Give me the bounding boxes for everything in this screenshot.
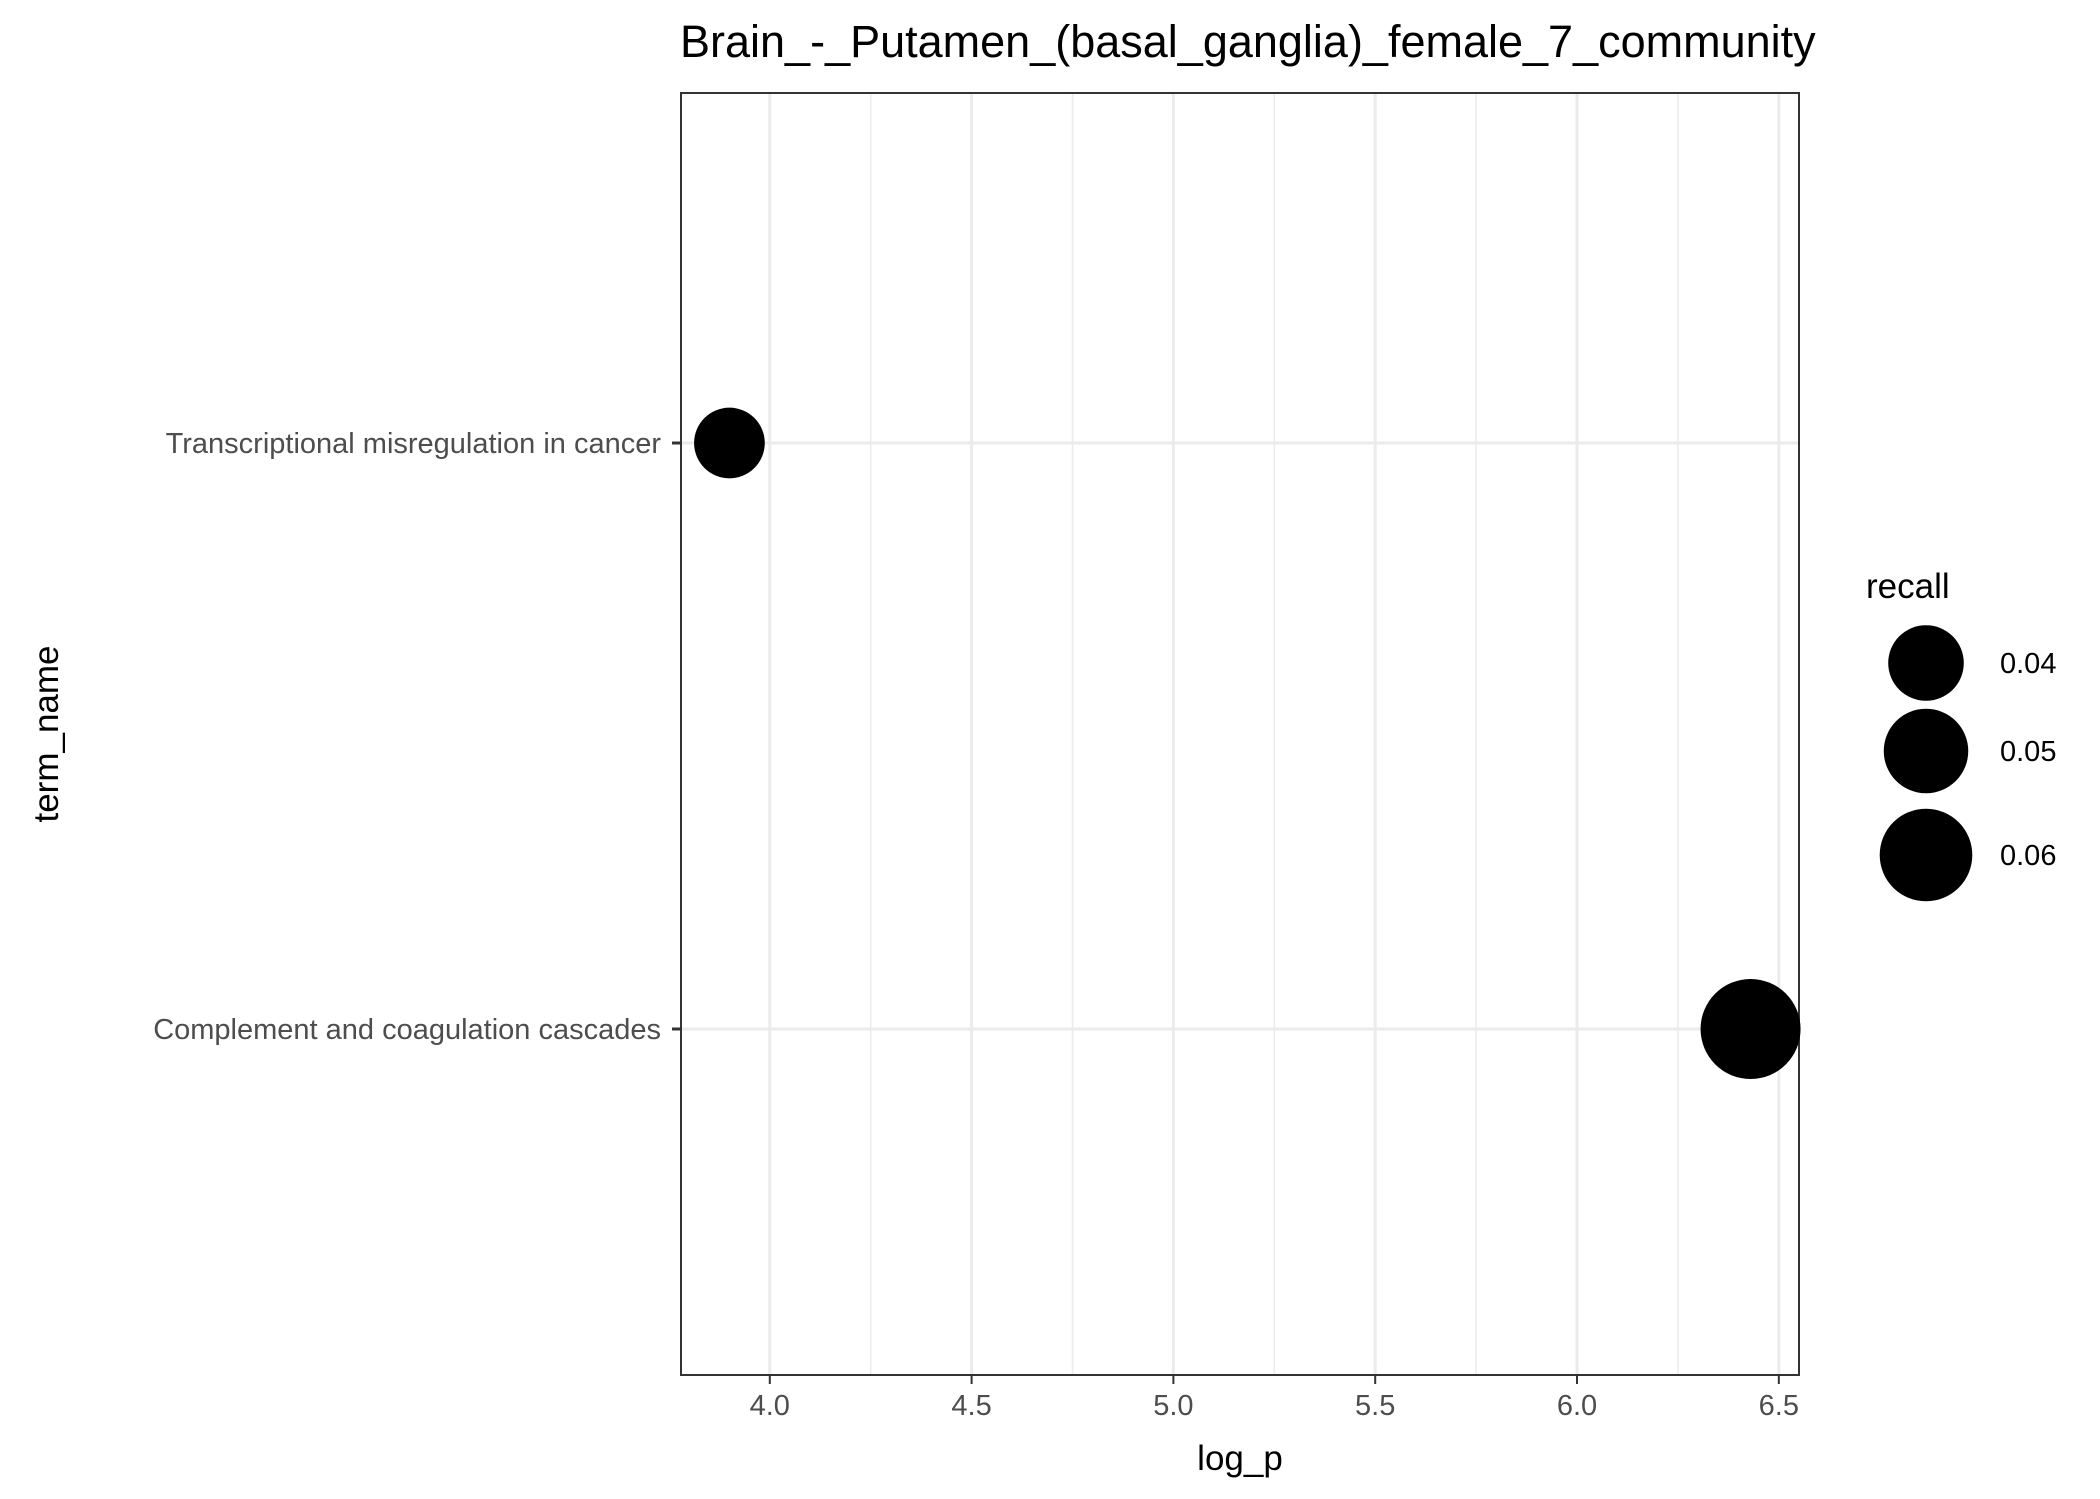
legend-title: recall	[1866, 567, 1950, 606]
x-tick-label: 5.5	[1355, 1390, 1395, 1422]
data-point	[694, 407, 765, 479]
y-tick-label: Transcriptional misregulation in cancer	[166, 428, 662, 460]
x-tick-label: 6.0	[1557, 1390, 1597, 1422]
data-point	[1700, 979, 1801, 1079]
grid	[681, 93, 1799, 1375]
legend: recall 0.04 0.05 0.06	[1866, 567, 2056, 902]
legend-label: 0.06	[2000, 840, 2056, 872]
x-tick-label: 4.0	[750, 1390, 790, 1422]
x-tick-label: 5.0	[1153, 1390, 1193, 1422]
legend-label: 0.04	[2000, 648, 2056, 680]
legend-label: 0.05	[2000, 736, 2056, 768]
legend-key	[1883, 708, 1969, 794]
y-axis-title: term_name	[27, 645, 66, 822]
panel-border	[680, 92, 1800, 1376]
chart-title: Brain_-_Putamen_(basal_ganglia)_female_7…	[680, 16, 1816, 67]
x-axis: 4.0 4.5 5.0 5.5 6.0 6.5	[750, 1375, 1799, 1422]
legend-key	[1879, 808, 1973, 902]
x-axis-title: log_p	[1197, 1439, 1283, 1478]
legend-key	[1888, 625, 1964, 701]
x-tick-label: 4.5	[951, 1390, 991, 1422]
points-layer	[694, 407, 1801, 1079]
y-tick-label: Complement and coagulation cascades	[153, 1014, 661, 1046]
y-axis: Transcriptional misregulation in cancer C…	[153, 428, 681, 1046]
x-tick-label: 6.5	[1759, 1390, 1799, 1422]
